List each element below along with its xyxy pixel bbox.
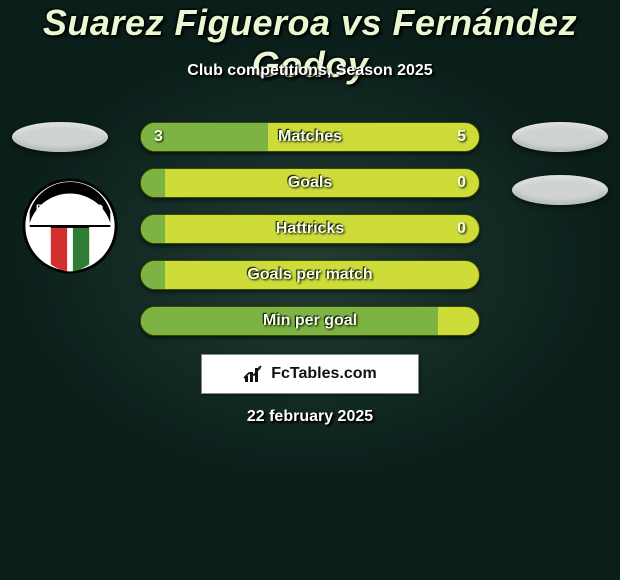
stat-value-left: 3 xyxy=(154,122,163,152)
avatar-placeholder-left xyxy=(12,122,108,152)
stat-value-right: 0 xyxy=(457,214,466,244)
stat-bars: Matches35Goals0Hattricks0Goals per match… xyxy=(140,122,480,352)
club-badge-icon: PALESTINO xyxy=(22,178,118,274)
stat-label: Min per goal xyxy=(140,306,480,336)
stat-label: Goals per match xyxy=(140,260,480,290)
stat-row: Goals0 xyxy=(140,168,480,198)
stat-label: Matches xyxy=(140,122,480,152)
stat-row: Hattricks0 xyxy=(140,214,480,244)
stat-label: Hattricks xyxy=(140,214,480,244)
avatar-placeholder-right-1 xyxy=(512,122,608,152)
avatar-placeholder-right-2 xyxy=(512,175,608,205)
subtitle: Club competitions, Season 2025 xyxy=(0,62,620,80)
stat-row: Min per goal xyxy=(140,306,480,336)
brand-chart-icon xyxy=(243,364,265,384)
infographic-canvas: Suarez Figueroa vs Fernández Godoy Club … xyxy=(0,0,620,580)
stat-label: Goals xyxy=(140,168,480,198)
stat-row: Matches3 5 xyxy=(140,122,480,152)
stat-value-right: 0 xyxy=(457,168,466,198)
stat-value-right: 5 xyxy=(457,122,466,152)
club-badge-text: PALESTINO xyxy=(36,203,104,215)
brand-text: FcTables.com xyxy=(271,365,377,383)
date: 22 february 2025 xyxy=(0,408,620,426)
brand-badge: FcTables.com xyxy=(201,354,419,394)
stat-row: Goals per match xyxy=(140,260,480,290)
